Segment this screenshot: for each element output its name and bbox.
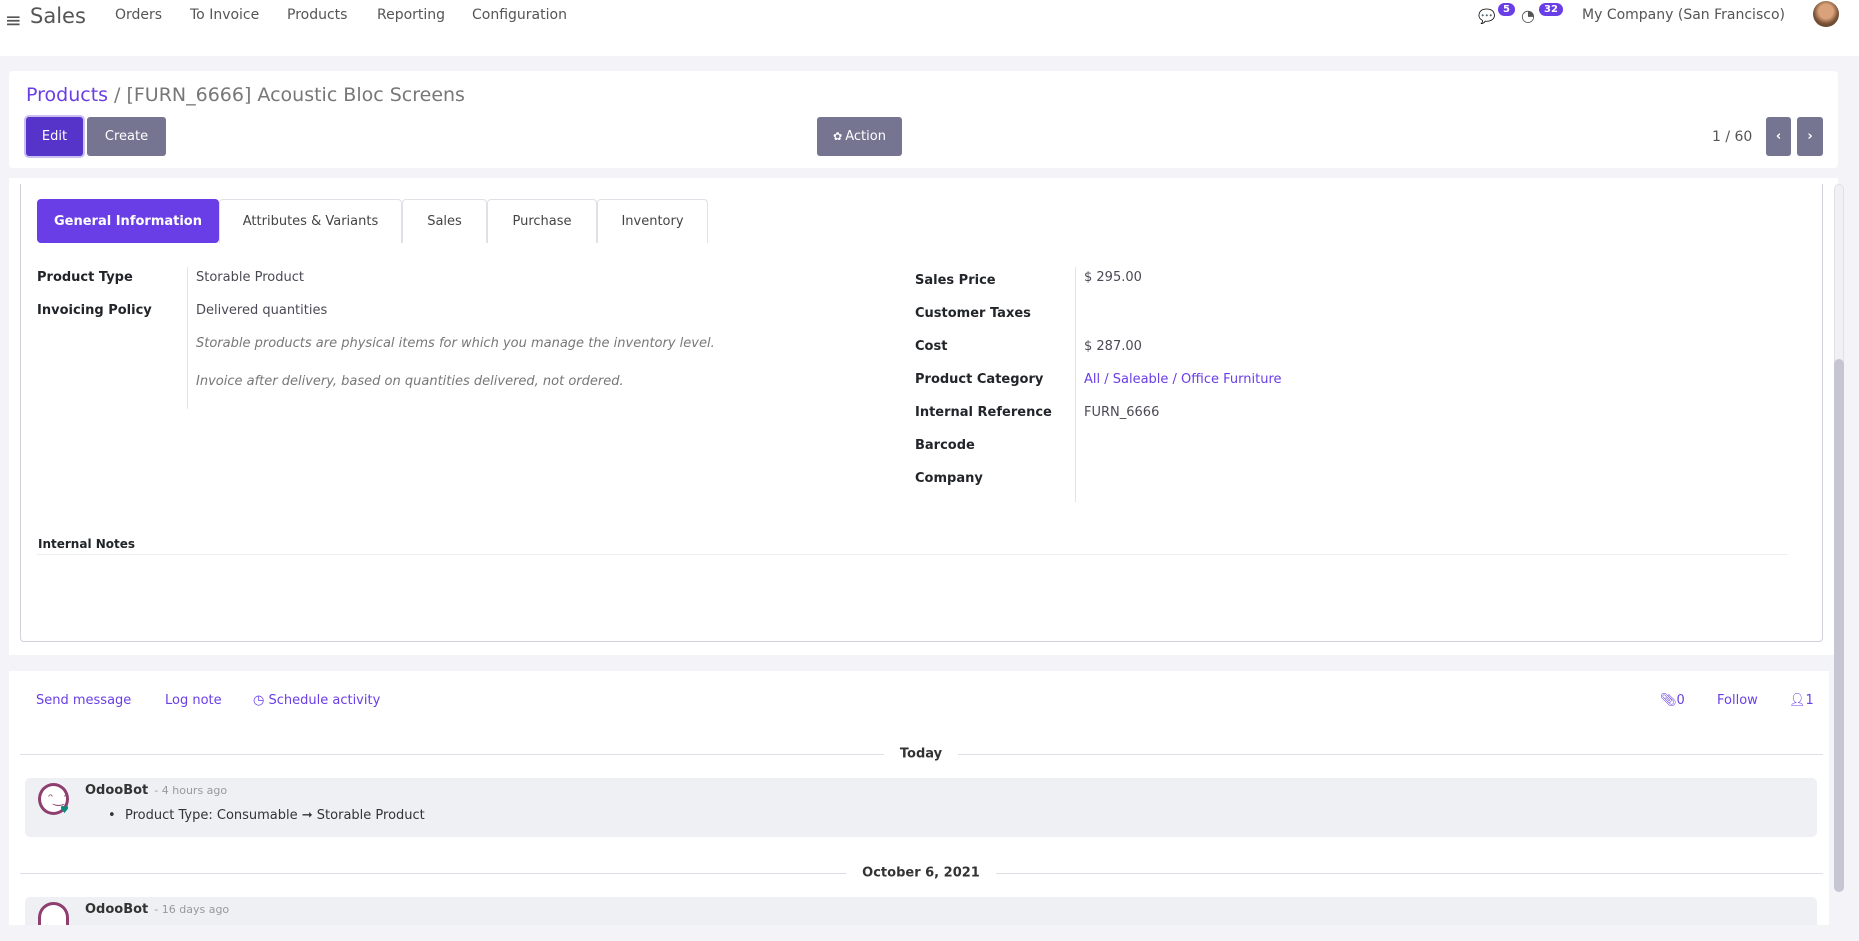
date-separator-today: Today (883, 746, 959, 762)
left-group-divider (187, 267, 188, 409)
invoicing-policy-value: Delivered quantities (196, 303, 328, 318)
control-panel (9, 71, 1838, 168)
create-button[interactable]: Create (87, 117, 166, 156)
menu-reporting[interactable]: Reporting (377, 7, 446, 23)
internal-reference-label: Internal Reference (915, 405, 1052, 420)
tab-general-information[interactable]: General Information (37, 199, 219, 243)
tab-attributes-variants[interactable]: Attributes & Variants (219, 199, 402, 243)
product-type-value: Storable Product (196, 270, 304, 285)
breadcrumb-separator: / (114, 84, 121, 106)
paperclip-icon: 📎︎ (1660, 693, 1677, 708)
date-separator-october: October 6, 2021 (846, 865, 996, 881)
schedule-activity-label: Schedule activity (268, 693, 381, 708)
edit-button[interactable]: Edit (26, 117, 83, 156)
cost-value: $ 287.00 (1084, 339, 1142, 354)
messages-icon[interactable]: 💬 (1478, 9, 1496, 25)
attachments-count: 0 (1676, 693, 1685, 708)
followers-count: 1 (1805, 693, 1814, 708)
tracking-change: Product Type: Consumable ➞ Storable Prod… (125, 808, 425, 823)
message-header: OdooBot - 4 hours ago (85, 783, 227, 798)
pager-next-button[interactable]: › (1797, 117, 1823, 156)
message (25, 897, 1817, 925)
action-label: Action (845, 129, 886, 144)
record-title: [FURN_6666] Acoustic Bloc Screens (126, 84, 465, 106)
followers-button[interactable]: 👤︎1 (1789, 693, 1814, 708)
gear-icon: ✿ (833, 130, 843, 143)
messages-badge: 5 (1498, 3, 1515, 16)
app-name[interactable]: Sales (30, 4, 86, 28)
schedule-activity-button[interactable]: ◷ Schedule activity (253, 693, 380, 708)
log-note-button[interactable]: Log note (165, 693, 222, 708)
product-type-label: Product Type (37, 270, 133, 285)
menu-to-invoice[interactable]: To Invoice (190, 7, 260, 23)
barcode-label: Barcode (915, 438, 975, 453)
right-group-divider (1075, 267, 1076, 502)
invoicing-policy-help: Invoice after delivery, based on quantit… (196, 374, 624, 389)
internal-reference-value: FURN_6666 (1084, 405, 1160, 420)
breadcrumb: Products / [FURN_6666] Acoustic Bloc Scr… (26, 84, 465, 106)
tab-inventory[interactable]: Inventory (597, 199, 708, 243)
pager-previous-button[interactable]: ‹ (1766, 117, 1791, 156)
online-status-icon: ♥ (60, 805, 69, 816)
breadcrumb-parent[interactable]: Products (26, 84, 109, 106)
message-bullet: • (108, 808, 116, 823)
follow-button[interactable]: Follow (1717, 693, 1758, 708)
product-category-link[interactable]: All / Saleable / Office Furniture (1084, 372, 1282, 387)
scrollbar-thumb[interactable] (1834, 359, 1844, 892)
invoicing-policy-label: Invoicing Policy (37, 303, 152, 318)
form-sheet (20, 184, 1823, 642)
attachments-button[interactable]: 📎︎0 (1660, 693, 1685, 708)
apps-menu-icon[interactable]: ≡ (5, 8, 22, 32)
message-header: OdooBot - 16 days ago (85, 902, 229, 917)
menu-configuration[interactable]: Configuration (472, 7, 567, 23)
message (25, 778, 1817, 837)
internal-notes-field[interactable] (37, 554, 1788, 555)
user-avatar[interactable] (1813, 1, 1839, 27)
sales-price-label: Sales Price (915, 273, 996, 288)
menu-orders[interactable]: Orders (115, 7, 163, 23)
tab-purchase[interactable]: Purchase (487, 199, 597, 243)
internal-notes-label: Internal Notes (38, 537, 136, 551)
message-author[interactable]: OdooBot (85, 902, 149, 917)
product-category-label: Product Category (915, 372, 1044, 387)
odoobot-avatar: ᵔ‿ᵔ (38, 783, 69, 815)
company-switcher[interactable]: My Company (San Francisco) (1582, 7, 1785, 23)
user-icon: 👤︎ (1789, 693, 1806, 708)
sales-price-value: $ 295.00 (1084, 270, 1142, 285)
tab-sales[interactable]: Sales (402, 199, 487, 243)
customer-taxes-label: Customer Taxes (915, 306, 1031, 321)
odoobot-avatar (38, 902, 69, 925)
clock-icon: ◷ (253, 693, 265, 708)
product-type-help: Storable products are physical items for… (196, 336, 715, 351)
activities-icon[interactable]: ◔ (1521, 6, 1535, 25)
message-time: - 4 hours ago (154, 784, 228, 797)
company-label: Company (915, 471, 983, 486)
pager-value[interactable]: 1 / 60 (1712, 129, 1753, 145)
send-message-button[interactable]: Send message (36, 693, 132, 708)
action-button[interactable]: ✿ Action (817, 117, 902, 156)
cost-label: Cost (915, 339, 948, 354)
message-time: - 16 days ago (154, 903, 230, 916)
activities-badge: 32 (1539, 3, 1563, 16)
message-author[interactable]: OdooBot (85, 783, 149, 798)
menu-products[interactable]: Products (287, 7, 348, 23)
form-view (9, 178, 1838, 655)
top-navbar: ≡ Sales Orders To Invoice Products Repor… (0, 0, 1859, 56)
